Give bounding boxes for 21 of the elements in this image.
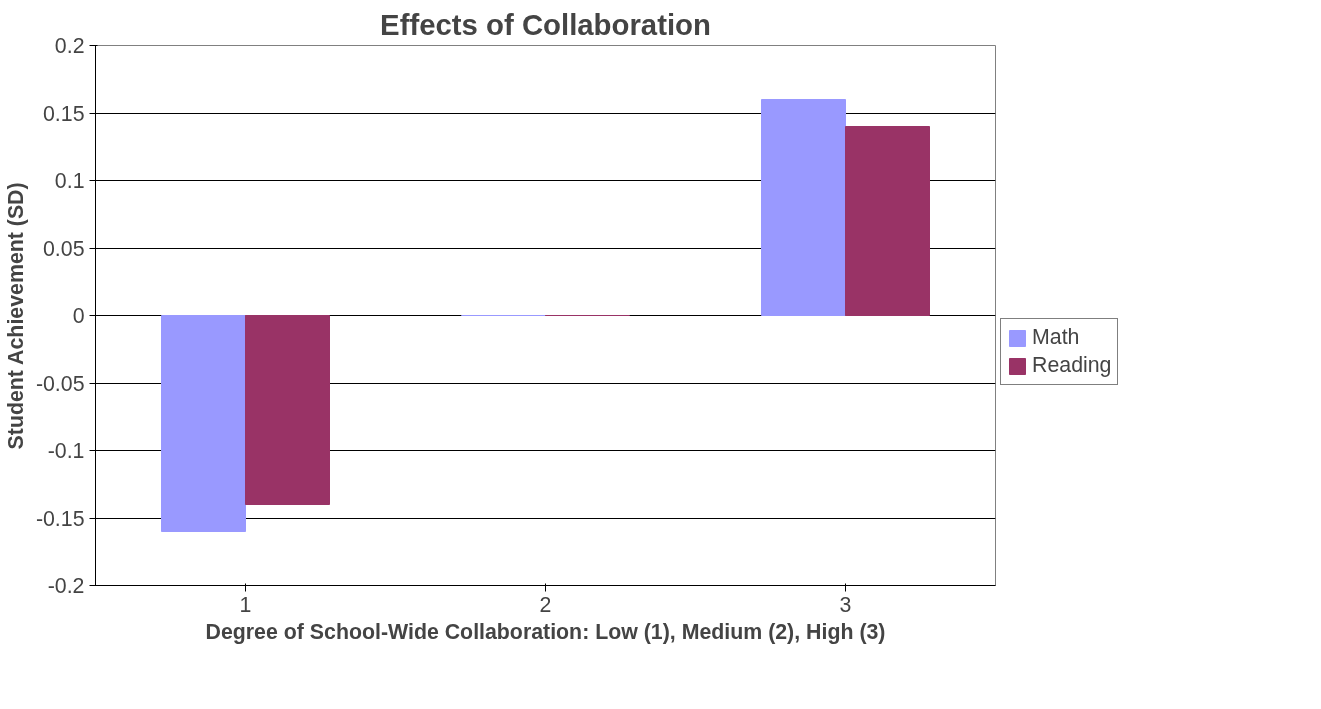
legend-label: Reading	[1032, 353, 1112, 378]
bar	[161, 315, 246, 532]
y-tick-label: 0.15	[42, 101, 85, 126]
legend-label: Math	[1032, 325, 1080, 350]
y-tick-label: 0	[72, 304, 85, 328]
y-tick-label: 0.2	[54, 34, 85, 58]
bar	[761, 99, 846, 316]
bar	[245, 315, 330, 505]
x-tick-label: 2	[539, 592, 552, 617]
y-axis-title: Student Achievement (SD)	[3, 182, 28, 450]
chart-title: Effects of Collaboration	[380, 7, 711, 41]
y-tick-label: -0.2	[47, 574, 85, 598]
x-tick-label: 3	[839, 592, 852, 617]
x-tick-label: 1	[239, 592, 252, 617]
y-tick-label: 0.1	[54, 169, 85, 193]
x-axis-title: Degree of School-Wide Collaboration: Low (1), Medium (2), High (3)	[205, 619, 886, 644]
bar	[845, 126, 930, 316]
y-tick-label: -0.15	[35, 506, 85, 531]
y-tick-label: 0.05	[42, 236, 85, 261]
y-tick-label: -0.1	[47, 439, 85, 463]
y-tick-label: -0.05	[35, 371, 85, 396]
